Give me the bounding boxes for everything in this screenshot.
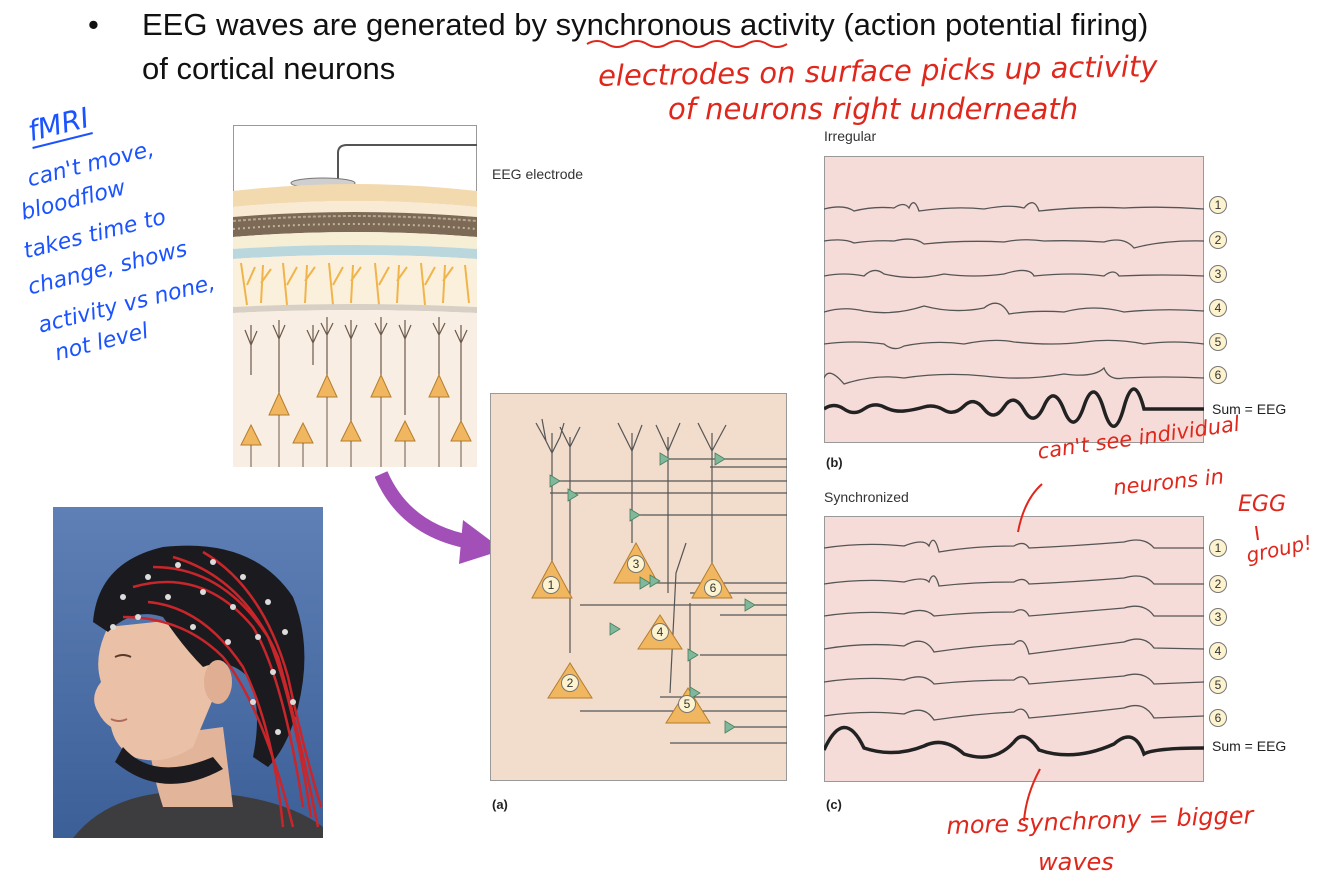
annotation-top-line-1: electrodes on surface picks up activity [597, 49, 1158, 93]
annotation-top-line-2: of neurons right underneath [668, 92, 1079, 126]
eeg-cap-photo [53, 507, 323, 838]
irregular-title: Irregular [824, 128, 877, 144]
annotation-mid-line-2: neurons in [1112, 464, 1225, 500]
synchronized-title: Synchronized [824, 489, 909, 505]
panel-label-c: (c) [826, 797, 842, 812]
eeg-electrode-label: EEG electrode [492, 166, 584, 182]
neuron-number-1: 1 [542, 576, 560, 594]
cortex-cross-section [233, 125, 477, 467]
annotation-mid-line-3: EGG [1238, 492, 1286, 517]
squiggle-underline [586, 40, 788, 48]
synchronized-trace-number-3: 3 [1209, 608, 1227, 626]
neuron-network-panel [490, 393, 787, 781]
annotation-fmri-notes: can't move, bloodflow takes time to chan… [18, 137, 248, 392]
bullet-line-1: EEG waves are generated by synchronous a… [142, 4, 1148, 46]
synchronized-trace-number-1: 1 [1209, 539, 1227, 557]
annotation-bottom-pointer [1023, 768, 1041, 822]
synchronized-trace-number-5: 5 [1209, 676, 1227, 694]
annotation-bottom-line-2: waves [1038, 848, 1114, 876]
irregular-trace-number-1: 1 [1209, 196, 1227, 214]
bullet-symbol: • [88, 7, 99, 42]
synchronized-trace-number-2: 2 [1209, 575, 1227, 593]
irregular-trace-number-4: 4 [1209, 299, 1227, 317]
underlined-word: synchronous [555, 7, 732, 42]
neuron-number-5: 5 [678, 695, 696, 713]
panel-label-b: (b) [826, 455, 843, 470]
annotation-fmri-title: fMRI [24, 101, 93, 149]
irregular-trace-number-2: 2 [1209, 231, 1227, 249]
annotation-mid-tick [1255, 525, 1259, 541]
synchronized-trace-number-4: 4 [1209, 642, 1227, 660]
synchronized-traces-panel [824, 516, 1204, 782]
neuron-number-2: 2 [561, 674, 579, 692]
panel-label-a: (a) [492, 797, 508, 812]
neuron-number-3: 3 [627, 555, 645, 573]
irregular-trace-number-3: 3 [1209, 265, 1227, 283]
bullet-line-2: of cortical neurons [142, 51, 396, 86]
bullet-point: • [88, 4, 99, 46]
purple-arrow [375, 471, 503, 564]
irregular-trace-number-6: 6 [1209, 366, 1227, 384]
annotation-bottom-line-1: more synchrony = bigger [946, 801, 1254, 840]
neuron-number-4: 4 [651, 623, 669, 641]
bullet-text-before: EEG waves are generated by [142, 7, 556, 42]
bullet-text-after: activity (action potential firing) [731, 7, 1149, 42]
annotation-mid-pointer [1017, 483, 1043, 533]
synchronized-trace-number-6: 6 [1209, 709, 1227, 727]
neuron-number-6: 6 [704, 579, 722, 597]
synchronized-sum-label: Sum = EEG [1212, 738, 1287, 754]
irregular-trace-number-5: 5 [1209, 333, 1227, 351]
irregular-sum-label: Sum = EEG [1212, 401, 1287, 417]
irregular-traces-panel [824, 156, 1204, 443]
